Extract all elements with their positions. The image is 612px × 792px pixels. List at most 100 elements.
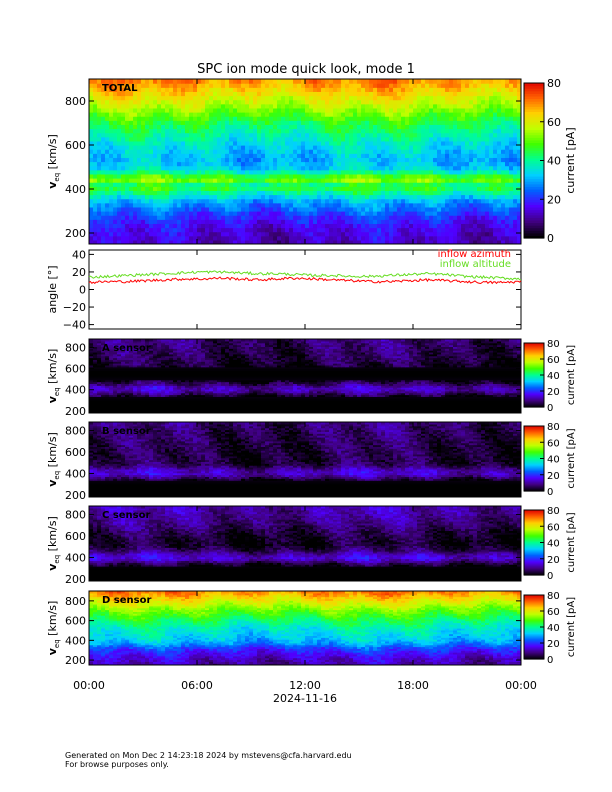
heatmap-cell bbox=[249, 120, 254, 125]
heatmap-cell bbox=[389, 173, 394, 179]
heatmap-cell bbox=[465, 198, 470, 204]
heatmap-cell bbox=[153, 239, 158, 244]
heatmap-cell bbox=[361, 120, 366, 125]
heatmap-cell bbox=[273, 235, 278, 241]
heatmap-cell bbox=[505, 202, 510, 208]
heatmap-cell bbox=[137, 112, 142, 117]
heatmap-cell bbox=[445, 103, 450, 109]
heatmap-cell bbox=[505, 149, 510, 154]
heatmap-cell bbox=[377, 140, 382, 146]
heatmap-cell bbox=[105, 211, 110, 216]
heatmap-cell bbox=[197, 186, 202, 191]
heatmap-cell bbox=[177, 411, 182, 413]
heatmap-cell bbox=[489, 120, 494, 125]
heatmap-cell bbox=[153, 149, 158, 154]
heatmap-cell bbox=[133, 157, 138, 163]
heatmap-cell bbox=[117, 411, 122, 413]
colorbar-cell bbox=[524, 225, 544, 229]
heatmap-cell bbox=[129, 136, 134, 142]
heatmap-cell bbox=[217, 112, 222, 117]
heatmap-cell bbox=[409, 407, 414, 410]
heatmap-cell bbox=[333, 411, 338, 413]
heatmap-cell bbox=[325, 161, 330, 167]
heatmap-cell bbox=[493, 124, 498, 130]
heatmap-cell bbox=[385, 190, 390, 196]
heatmap-cell bbox=[425, 132, 430, 138]
heatmap-cell bbox=[365, 411, 370, 413]
heatmap-cell bbox=[225, 198, 230, 204]
heatmap-cell bbox=[89, 223, 94, 229]
heatmap-cell bbox=[505, 206, 510, 212]
heatmap-cell bbox=[141, 239, 146, 244]
heatmap-cell bbox=[465, 227, 470, 233]
heatmap-cell bbox=[141, 411, 146, 413]
heatmap-cell bbox=[461, 145, 466, 150]
heatmap-cell bbox=[401, 99, 406, 105]
heatmap-cell bbox=[477, 120, 482, 125]
heatmap-cell bbox=[93, 169, 98, 175]
heatmap-cell bbox=[325, 116, 330, 121]
heatmap-cell bbox=[257, 194, 262, 200]
heatmap-cell bbox=[341, 173, 346, 179]
heatmap-cell bbox=[177, 186, 182, 191]
heatmap-cell bbox=[321, 405, 326, 409]
heatmap-cell bbox=[205, 411, 210, 413]
heatmap-cell bbox=[213, 136, 218, 142]
heatmap-cell bbox=[325, 407, 330, 410]
heatmap-cell bbox=[441, 169, 446, 175]
heatmap-cell bbox=[93, 409, 98, 412]
heatmap-cell bbox=[449, 145, 454, 150]
heatmap-cell bbox=[205, 202, 210, 208]
heatmap-cell bbox=[165, 182, 170, 187]
heatmap-cell bbox=[433, 99, 438, 105]
heatmap-cell bbox=[393, 145, 398, 150]
heatmap-cell bbox=[157, 235, 162, 241]
heatmap-cell bbox=[365, 227, 370, 233]
heatmap-cell bbox=[313, 223, 318, 229]
heatmap-cell bbox=[189, 128, 194, 134]
heatmap-cell bbox=[261, 219, 266, 224]
heatmap-cell bbox=[445, 231, 450, 237]
heatmap-cell bbox=[437, 136, 442, 142]
heatmap-cell bbox=[369, 95, 374, 101]
heatmap-cell bbox=[465, 149, 470, 154]
heatmap-cell bbox=[97, 202, 102, 208]
heatmap-cell bbox=[213, 79, 218, 84]
heatmap-cell bbox=[313, 165, 318, 171]
heatmap-cell bbox=[221, 403, 226, 407]
heatmap-cell bbox=[317, 140, 322, 146]
heatmap-cell bbox=[217, 157, 222, 163]
heatmap-cell bbox=[245, 173, 250, 179]
heatmap-cell bbox=[237, 239, 242, 244]
heatmap-cell bbox=[385, 124, 390, 130]
colorbar-cell bbox=[524, 199, 544, 203]
heatmap-cell bbox=[285, 103, 290, 109]
heatmap-cell bbox=[157, 99, 162, 105]
heatmap-cell bbox=[517, 112, 521, 117]
heatmap-cell bbox=[249, 198, 254, 204]
heatmap-cell bbox=[465, 235, 470, 241]
heatmap-cell bbox=[189, 145, 194, 150]
heatmap-cell bbox=[129, 182, 134, 187]
heatmap-cell bbox=[297, 411, 302, 413]
heatmap-cell bbox=[249, 182, 254, 187]
heatmap-cell bbox=[333, 103, 338, 109]
heatmap-cell bbox=[217, 411, 222, 413]
heatmap-cell bbox=[121, 198, 126, 204]
heatmap-cell bbox=[457, 124, 462, 130]
heatmap-cell bbox=[161, 140, 166, 146]
heatmap-cell bbox=[217, 186, 222, 191]
heatmap-cell bbox=[101, 83, 106, 88]
heatmap-cell bbox=[205, 198, 210, 204]
heatmap-cell bbox=[385, 136, 390, 142]
heatmap-cell bbox=[401, 211, 406, 216]
heatmap-cell bbox=[469, 99, 474, 105]
heatmap-cell bbox=[257, 87, 262, 92]
heatmap-cell bbox=[89, 219, 94, 224]
heatmap-cell bbox=[241, 239, 246, 244]
heatmap-cell bbox=[129, 120, 134, 125]
heatmap-cell bbox=[497, 405, 502, 409]
heatmap-cell bbox=[109, 79, 114, 84]
heatmap-cell bbox=[473, 219, 478, 224]
heatmap-cell bbox=[161, 165, 166, 171]
